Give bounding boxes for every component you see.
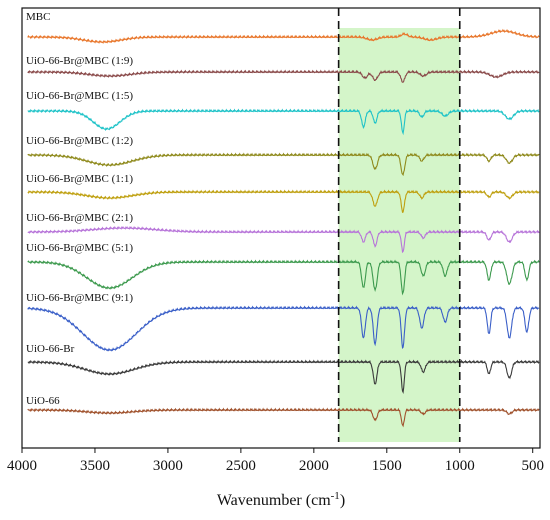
- x-tick-label-7: 500: [521, 458, 544, 474]
- series-line-3: [27, 152, 540, 177]
- series-line-6: [27, 259, 540, 296]
- series-label-4: UiO-66-Br@MBC (1:1): [26, 173, 133, 185]
- series-layer: [27, 28, 540, 428]
- series-line-4: [27, 189, 540, 214]
- x-tick-label-1: 3500: [80, 458, 110, 474]
- series-label-2: UiO-66-Br@MBC (1:5): [26, 90, 133, 102]
- series-line-8: [27, 359, 540, 394]
- series-label-9: UiO-66: [26, 395, 60, 407]
- series-label-0: MBC: [26, 11, 50, 23]
- x-tick-label-2: 3000: [153, 458, 183, 474]
- series-line-7: [27, 305, 540, 352]
- x-tick-label-4: 2000: [299, 458, 329, 474]
- x-tick-label-0: 4000: [7, 458, 37, 474]
- x-tick-label-3: 2500: [226, 458, 256, 474]
- series-label-6: UiO-66-Br@MBC (5:1): [26, 242, 133, 254]
- series-line-9: [27, 407, 540, 428]
- highlight-region: [338, 28, 460, 442]
- series-line-2: [27, 108, 540, 136]
- plot-frame: [21, 7, 541, 449]
- series-label-3: UiO-66-Br@MBC (1:2): [26, 135, 133, 147]
- x-tick-label-6: 1000: [445, 458, 475, 474]
- x-axis-title: Wavenumber (cm-1): [217, 490, 345, 509]
- series-line-5: [27, 225, 540, 254]
- series-label-8: UiO-66-Br: [26, 343, 75, 355]
- x-axis-ticks: 4000 3500 3000 2500 2000 1500 1000 500: [7, 448, 544, 474]
- series-line-0: [27, 28, 540, 44]
- x-tick-label-5: 1500: [372, 458, 402, 474]
- series-label-7: UiO-66-Br@MBC (9:1): [26, 292, 133, 304]
- series-label-1: UiO-66-Br@MBC (1:9): [26, 55, 133, 67]
- series-label-5: UiO-66-Br@MBC (2:1): [26, 212, 133, 224]
- series-line-1: [27, 69, 540, 83]
- label-layer: MBC UiO-66-Br@MBC (1:9) UiO-66-Br@MBC (1:5…: [26, 11, 133, 407]
